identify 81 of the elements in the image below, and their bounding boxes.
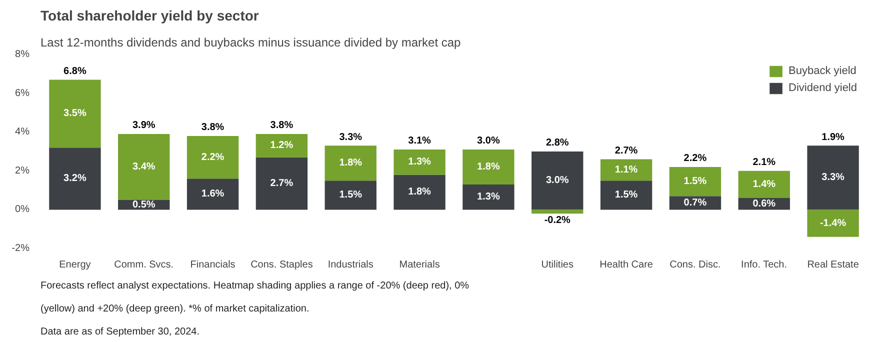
- y-tick-label: 4%: [15, 126, 30, 138]
- bar: [532, 210, 584, 214]
- total-label: 2.8%: [546, 138, 569, 149]
- x-tick-label: Info. Tech.: [741, 260, 788, 270]
- data-label: 3.2%: [64, 173, 86, 184]
- bar: [324, 180, 376, 210]
- bar: [807, 146, 859, 210]
- chart-title: Total shareholder yield by sector: [40, 8, 260, 24]
- total-label: 2.1%: [752, 156, 776, 168]
- legend-label: Dividend yield: [788, 82, 857, 94]
- data-label: 1.8%: [339, 158, 362, 169]
- total-label: 3.9%: [132, 120, 156, 132]
- x-tick-label: Real Estate: [807, 260, 860, 270]
- bar: [600, 180, 652, 210]
- data-label: 0.7%: [684, 197, 707, 208]
- bar: [738, 170, 790, 198]
- text: Data are as of September 30, 2024.: [40, 326, 200, 338]
- data-label: 1.5%: [684, 176, 707, 188]
- data-label: 2.7%: [270, 178, 294, 190]
- bar: [49, 80, 101, 148]
- total-label: 3.1%: [408, 136, 432, 147]
- x-tick-label: Health Care: [600, 260, 654, 270]
- y-tick-label: 6%: [15, 88, 30, 99]
- x-tick-label: Cons. Staples: [250, 260, 313, 270]
- bar: [462, 184, 514, 210]
- data-label: 1.2%: [270, 140, 294, 152]
- data-label: 0.5%: [132, 199, 156, 210]
- data-label: 1.3%: [408, 156, 432, 168]
- total-label: 3.3%: [339, 132, 362, 143]
- data-label: 1.8%: [408, 186, 432, 198]
- total-label: 2.2%: [684, 153, 707, 164]
- total-label: 1.9%: [822, 132, 845, 143]
- data-label: 1.6%: [201, 188, 224, 200]
- total-label: 2.7%: [614, 145, 638, 156]
- chart-subtitle: Last 12-months dividends and buybacks minus issuance divided by market cap: [40, 36, 462, 50]
- data-label: 1.5%: [339, 190, 362, 201]
- data-label: 1.4%: [752, 178, 776, 190]
- bar: [186, 136, 239, 179]
- bar: [600, 159, 652, 181]
- text: (yellow) and +20% (deep green). *% of market capitalization.: [40, 304, 310, 314]
- data-label: -0.2%: [544, 214, 571, 226]
- x-tick-label: Financials: [190, 260, 236, 270]
- bar: [324, 146, 376, 181]
- legend-label: Buyback yield: [788, 65, 856, 77]
- bar: [118, 134, 170, 200]
- bar: [256, 134, 308, 158]
- bar: [186, 178, 239, 210]
- bar: [669, 167, 722, 196]
- y-tick-label: 2%: [15, 165, 30, 176]
- x-tick-label: Industrials: [328, 260, 374, 270]
- bar: [49, 148, 101, 210]
- y-tick-label: 0%: [15, 204, 30, 216]
- data-label: 1.1%: [614, 164, 638, 176]
- data-label: 3.0%: [546, 175, 569, 186]
- x-tick-label: Materials: [399, 260, 440, 270]
- data-label: 3.3%: [822, 172, 845, 184]
- data-label: 1.8%: [477, 162, 500, 173]
- y-tick-label: -2%: [12, 243, 30, 254]
- data-label: -1.4%: [820, 218, 846, 229]
- data-label: 1.5%: [614, 190, 638, 201]
- bar: [256, 157, 308, 210]
- data-label: 2.2%: [201, 152, 224, 163]
- x-tick-label: Comm. Svcs.: [114, 260, 174, 270]
- x-tick-label: Cons. Disc.: [670, 260, 721, 270]
- total-label: 3.8%: [270, 120, 294, 132]
- data-label: 3.5%: [64, 108, 86, 120]
- bar: [532, 152, 584, 210]
- x-tick-label: Energy: [59, 260, 91, 270]
- text: Forecasts reflect analyst expectations. Heatmap shading applies a range of -20% (deep red), 0%: [40, 280, 470, 292]
- bar: [394, 174, 446, 210]
- bar: [462, 150, 514, 184]
- total-label: 3.0%: [477, 136, 500, 147]
- x-tick-label: Utilities: [541, 260, 574, 270]
- data-label: 1.3%: [477, 192, 500, 203]
- bar: [394, 150, 446, 175]
- y-tick-label: 8%: [15, 49, 30, 60]
- total-label: 3.8%: [201, 122, 224, 134]
- data-label: 3.4%: [132, 162, 156, 173]
- total-label: 6.8%: [64, 66, 86, 77]
- data-label: 0.6%: [752, 198, 776, 210]
- bar: [807, 210, 859, 237]
